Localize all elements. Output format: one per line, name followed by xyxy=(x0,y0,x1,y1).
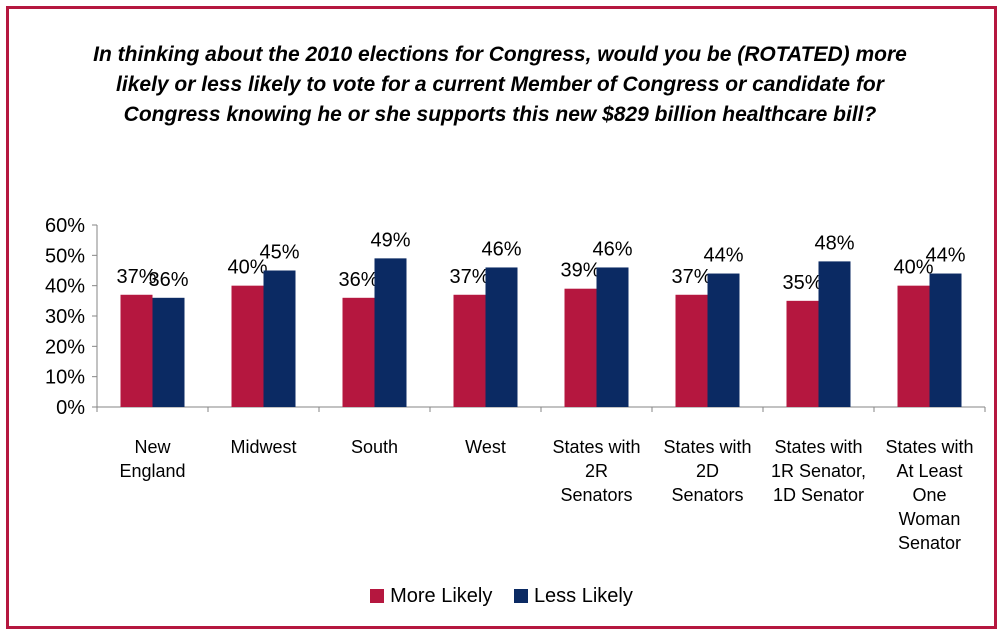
x-tick-label: England xyxy=(119,461,185,481)
y-tick-label: 10% xyxy=(45,367,85,389)
bar xyxy=(929,273,962,407)
x-tick-label: South xyxy=(351,437,398,457)
x-tick-label: Midwest xyxy=(230,437,296,457)
bar-chart: 0%10%20%30%40%50%60%NewEngland37%36%Midw… xyxy=(45,215,986,553)
legend-swatch-more-likely xyxy=(370,589,385,603)
x-tick-label: States with xyxy=(885,437,973,457)
data-label: 37% xyxy=(449,266,489,288)
x-tick-label: Senators xyxy=(671,485,743,505)
legend-label-less-likely: Less Likely xyxy=(533,585,633,607)
legend-swatch-less-likely xyxy=(513,589,528,603)
bar xyxy=(120,294,153,407)
bar xyxy=(231,285,264,407)
data-label: 46% xyxy=(592,238,632,260)
y-tick-label: 20% xyxy=(45,336,85,358)
bar xyxy=(786,300,819,407)
data-label: 44% xyxy=(925,245,965,267)
x-tick-label: States with xyxy=(774,437,862,457)
data-label: 44% xyxy=(703,245,743,267)
x-tick-label: 1R Senator, xyxy=(771,461,866,481)
bar xyxy=(707,273,740,407)
legend-label-more-likely: More Likely xyxy=(390,585,493,607)
y-tick-label: 40% xyxy=(45,276,85,298)
x-tick-label: New xyxy=(134,437,171,457)
data-label: 46% xyxy=(481,238,521,260)
data-label: 37% xyxy=(116,266,156,288)
bar xyxy=(342,297,375,407)
legend-item-less-likely: Less Likely xyxy=(513,585,633,608)
data-label: 49% xyxy=(370,229,410,251)
x-tick-label: At Least xyxy=(896,461,962,481)
x-tick-label: States with xyxy=(552,437,640,457)
x-tick-label: Woman xyxy=(899,509,961,529)
data-label: 45% xyxy=(259,242,299,264)
bar xyxy=(675,294,708,407)
data-label: 36% xyxy=(148,269,188,291)
x-tick-label: Senators xyxy=(560,485,632,505)
bar xyxy=(374,258,407,407)
data-label: 40% xyxy=(893,257,933,279)
x-tick-label: West xyxy=(465,437,506,457)
y-tick-label: 0% xyxy=(56,397,85,419)
x-tick-label: One xyxy=(912,485,946,505)
chart-title: In thinking about the 2010 elections for… xyxy=(93,43,907,126)
bar xyxy=(818,261,851,407)
bar xyxy=(564,288,597,407)
bar xyxy=(485,267,518,407)
legend-item-more-likely: More Likely xyxy=(370,585,492,608)
bar xyxy=(897,285,930,407)
y-tick-label: 30% xyxy=(45,306,85,328)
data-label: 35% xyxy=(782,272,822,294)
y-tick-label: 60% xyxy=(45,215,85,237)
y-tick-label: 50% xyxy=(45,245,85,267)
bar xyxy=(596,267,629,407)
x-tick-label: 1D Senator xyxy=(773,485,864,505)
x-tick-label: 2D xyxy=(696,461,719,481)
x-tick-label: States with xyxy=(663,437,751,457)
data-label: 48% xyxy=(814,232,854,254)
bar xyxy=(152,297,185,407)
legend: More Likely Less Likely xyxy=(0,585,1003,608)
x-tick-label: Senator xyxy=(898,533,961,553)
data-label: 36% xyxy=(338,269,378,291)
data-label: 40% xyxy=(227,257,267,279)
data-label: 39% xyxy=(560,260,600,282)
bar xyxy=(453,294,486,407)
bar xyxy=(263,270,296,407)
x-tick-label: 2R xyxy=(585,461,608,481)
data-label: 37% xyxy=(671,266,711,288)
